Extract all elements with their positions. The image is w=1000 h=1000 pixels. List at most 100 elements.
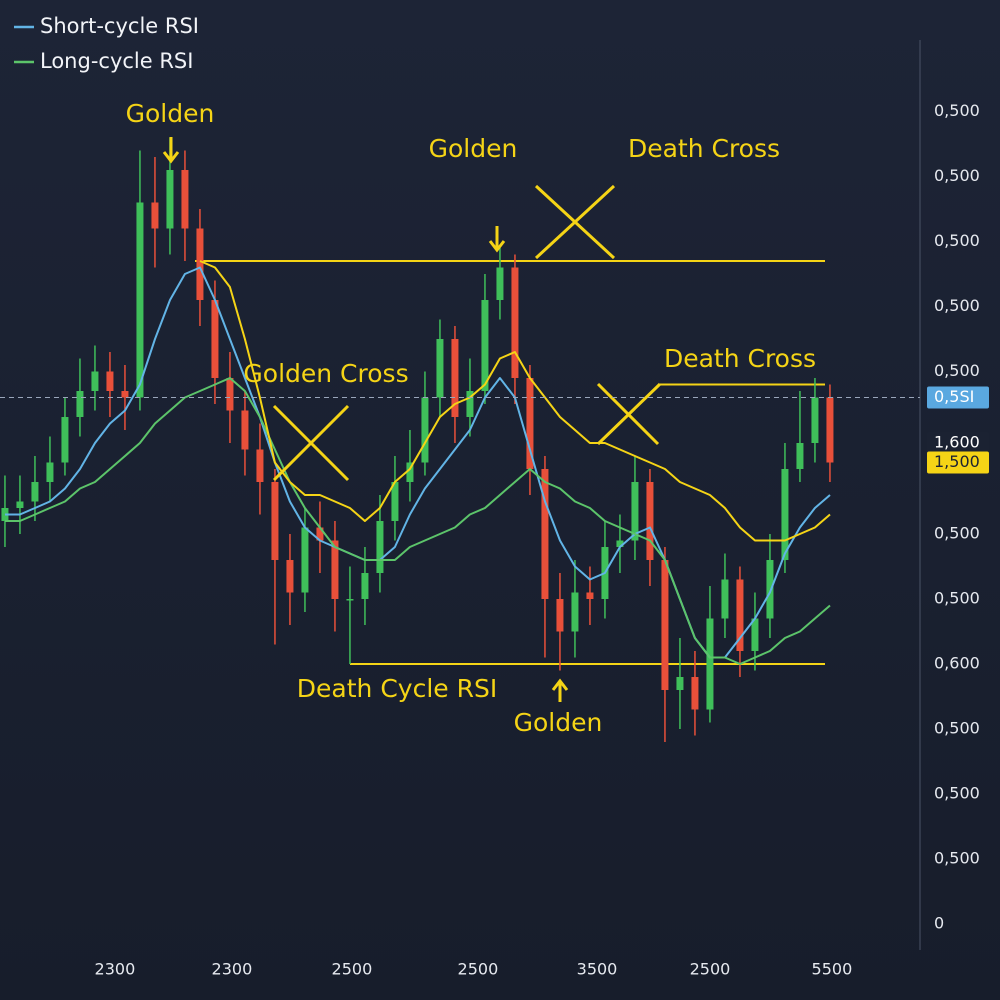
candle-body	[556, 599, 564, 632]
annotation: Golden Cross	[243, 359, 408, 388]
y-tick-label: 0,500	[934, 101, 980, 120]
candle-body	[586, 592, 594, 599]
y-tick-label: 0,500	[934, 296, 980, 315]
candle-body	[421, 397, 429, 463]
candle-body	[196, 228, 204, 300]
candle-body	[166, 170, 174, 229]
indicator-line	[5, 377, 831, 665]
legend-label: Long-cycle RSI	[40, 49, 193, 73]
candle-body	[496, 267, 504, 300]
y-tick-label: 0,600	[934, 654, 980, 673]
marker-label: 1,600	[934, 433, 980, 452]
candle-body	[571, 592, 579, 632]
y-tick-label: 0,500	[934, 231, 980, 250]
x-tick-label: 2500	[332, 960, 373, 979]
cross-stroke	[596, 382, 660, 446]
candle-body	[286, 560, 294, 593]
candle-body	[721, 579, 729, 619]
y-tick-label: 0,500	[934, 719, 980, 738]
annotation: Golden	[514, 708, 603, 737]
annotation: Death Cross	[628, 134, 780, 163]
x-tick-label: 2500	[458, 960, 499, 979]
lines	[5, 260, 831, 665]
candle-body	[541, 469, 549, 599]
candle-body	[256, 449, 264, 482]
levels	[195, 260, 825, 665]
arrow	[488, 226, 506, 253]
y-tick-label: 0,500	[934, 166, 980, 185]
candle-body	[226, 378, 234, 411]
y-tick-label: 0	[934, 914, 944, 933]
annotation: Death Cross	[664, 344, 816, 373]
candle-body	[796, 443, 804, 469]
x-tick-label: 2300	[212, 960, 253, 979]
x-tick-label: 5500	[812, 960, 853, 979]
candle-body	[811, 397, 819, 443]
indicator-line	[199, 260, 831, 542]
candle-body	[61, 417, 69, 463]
marker-badge	[927, 386, 989, 409]
candle-body	[16, 501, 24, 508]
arrow	[162, 137, 180, 164]
candle-body	[736, 579, 744, 651]
candle-body	[331, 540, 339, 599]
axes: 0,500 0,500 0,500 0,500 0,500 0,500 0,500 0,600…	[95, 101, 980, 979]
candle-body	[511, 267, 519, 378]
x-tick-label: 2500	[690, 960, 731, 979]
candle-body	[631, 482, 639, 541]
legend-label: Short-cycle RSI	[40, 14, 199, 38]
candle-body	[346, 599, 354, 601]
candle-body	[436, 339, 444, 398]
candle-body	[466, 391, 474, 417]
candle-body	[526, 378, 534, 469]
candle-body	[391, 482, 399, 521]
annotation: Golden	[126, 99, 215, 128]
candle-body	[691, 677, 699, 710]
candle-body	[181, 170, 189, 229]
y-tick-label: 0,500	[934, 849, 980, 868]
marker-badge	[927, 451, 989, 474]
candle-body	[106, 371, 114, 391]
candle-body	[376, 521, 384, 573]
marker-label: 1,500	[934, 452, 980, 471]
candle-body	[31, 482, 39, 502]
candle-body	[46, 462, 54, 482]
candle-body	[826, 397, 834, 463]
candle-body	[751, 618, 759, 651]
marker-badge	[927, 432, 989, 454]
candle-body	[136, 202, 144, 398]
candle-body	[151, 202, 159, 229]
candle-body	[676, 677, 684, 690]
candle-body	[661, 560, 669, 690]
annotation: Death Cycle RSI	[297, 674, 497, 703]
annotations: Golden Golden Death Cross Golden Cross Death…	[126, 99, 816, 737]
candle-body	[706, 618, 714, 710]
cross-shapes	[162, 137, 662, 702]
annotation: Golden	[429, 134, 518, 163]
candle-body	[406, 462, 414, 482]
arrow	[551, 678, 569, 702]
x-tick-label: 3500	[577, 960, 618, 979]
candle-body	[91, 371, 99, 391]
candle-body	[121, 391, 129, 398]
y-tick-label: 0,500	[934, 361, 980, 380]
y-tick-label: 0,500	[934, 784, 980, 803]
cross-stroke	[272, 404, 350, 482]
candle-body	[781, 469, 789, 560]
y-tick-label: 0,500	[934, 524, 980, 543]
candle-body	[766, 560, 774, 619]
candle-body	[241, 410, 249, 450]
candle-body	[271, 482, 279, 560]
candle-body	[1, 508, 9, 521]
y-tick-label: 0,500	[934, 589, 980, 608]
candle-body	[316, 527, 324, 541]
cross-stroke	[534, 184, 616, 260]
legend: Short-cycle RSI Long-cycle RSI	[14, 14, 199, 73]
candle-body	[451, 339, 459, 417]
candle-body	[211, 300, 219, 378]
candle-body	[76, 391, 84, 417]
x-tick-label: 2300	[95, 960, 136, 979]
